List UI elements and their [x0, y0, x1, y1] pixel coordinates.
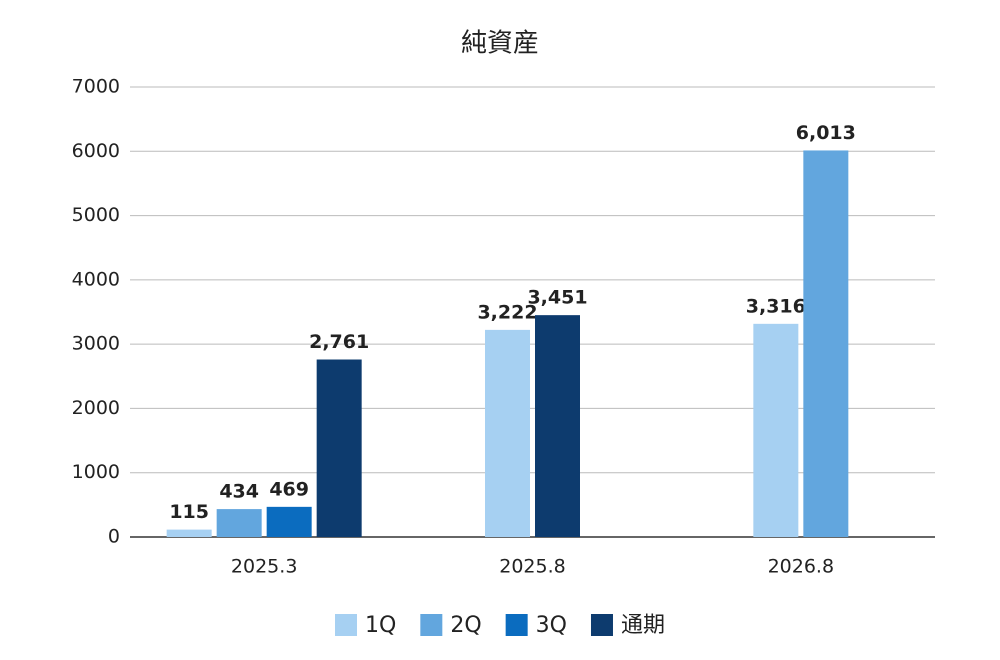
bar: [166, 529, 212, 537]
legend-swatch: [590, 614, 613, 636]
bar: [216, 509, 262, 537]
x-tick-label: 2026.8: [768, 556, 834, 578]
y-tick-label: 1000: [72, 461, 120, 483]
value-label: 469: [269, 478, 309, 500]
value-label: 2,761: [309, 331, 369, 353]
y-tick-label: 5000: [72, 204, 120, 226]
legend-label: 通期: [621, 613, 665, 638]
value-label: 3,451: [527, 287, 587, 309]
y-tick-label: 7000: [72, 76, 120, 98]
legend-label: 1Q: [365, 613, 396, 638]
y-tick-label: 3000: [72, 333, 120, 355]
x-tick-label: 2025.8: [499, 556, 565, 578]
y-tick-label: 2000: [72, 397, 120, 419]
value-label: 6,013: [796, 122, 856, 144]
bar: [803, 150, 849, 537]
bar: [266, 506, 312, 537]
bar: [316, 359, 362, 537]
legend-label: 2Q: [450, 613, 481, 638]
y-tick-label: 4000: [72, 268, 120, 290]
legend-swatch: [420, 614, 443, 636]
value-label: 3,316: [746, 295, 806, 317]
bar: [753, 323, 799, 537]
bar: [535, 315, 580, 537]
y-tick-label: 6000: [72, 140, 120, 162]
y-tick-label: 0: [108, 526, 120, 548]
chart-title: 純資産: [461, 29, 539, 59]
value-label: 434: [219, 481, 259, 503]
legend-swatch: [505, 614, 528, 636]
legend-label: 3Q: [536, 613, 567, 638]
legend-swatch: [335, 614, 357, 636]
bar: [485, 329, 530, 537]
x-tick-label: 2025.3: [231, 556, 297, 578]
value-label: 115: [169, 501, 209, 523]
value-label: 3,222: [477, 301, 537, 323]
